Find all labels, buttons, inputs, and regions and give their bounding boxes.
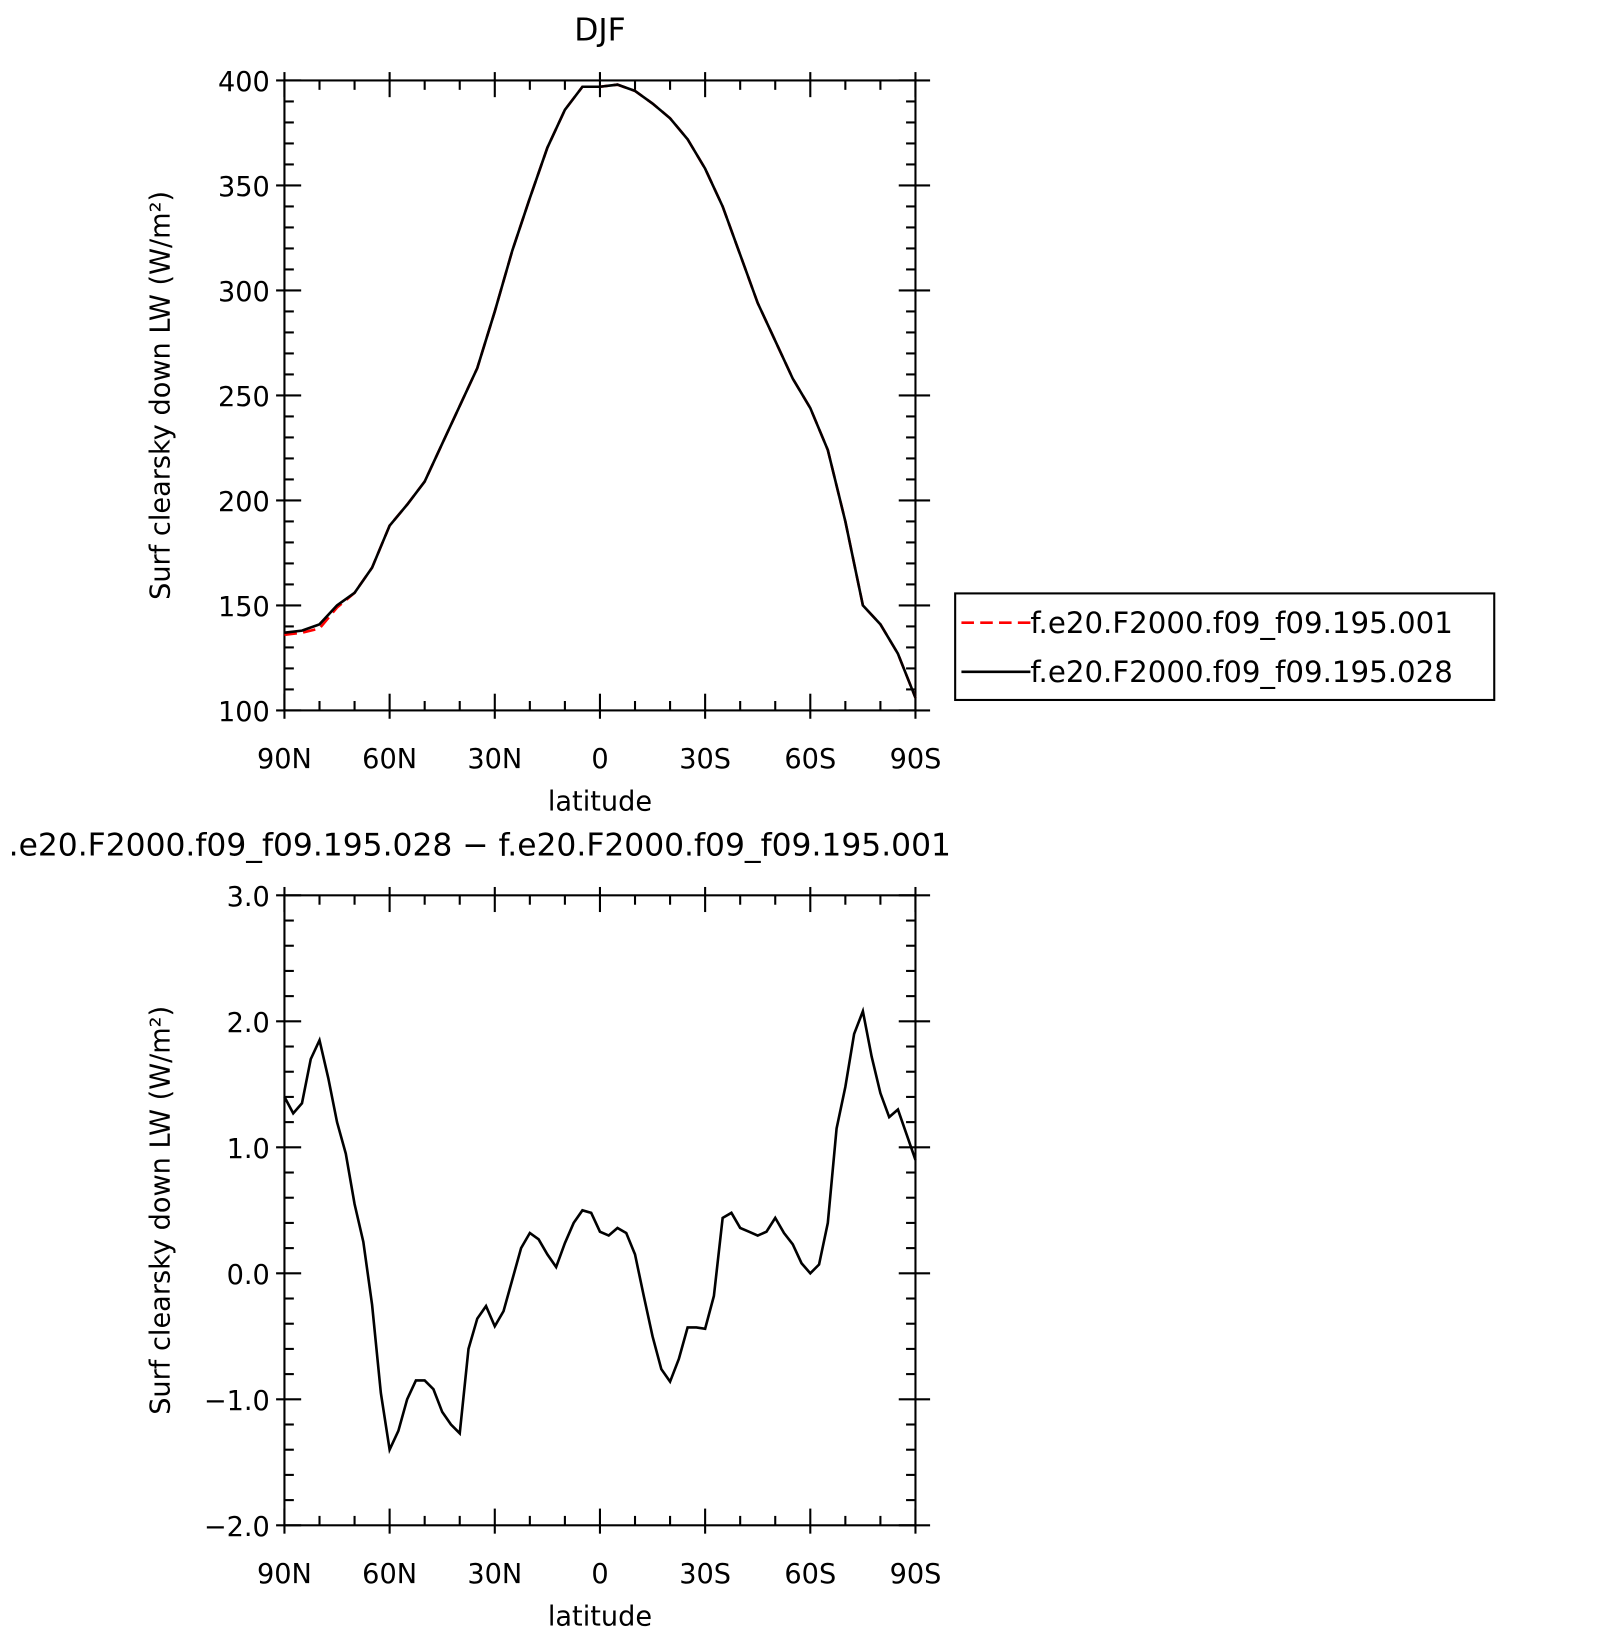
y-tick-label: 400 [218, 67, 270, 98]
data-line [283, 1006, 917, 1455]
x-tick-label: 90S [890, 1559, 942, 1590]
x-axis-label: latitude [548, 1602, 652, 1633]
y-tick-label: 1.0 [227, 1134, 270, 1165]
y-tick-label: −2.0 [204, 1512, 270, 1543]
data-line [284, 83, 917, 699]
x-axis-label: latitude [548, 787, 652, 818]
x-tick-label: 90N [257, 744, 312, 775]
plot-frame [283, 894, 917, 1527]
x-tick-label: 0 [591, 744, 608, 775]
x-tick-label: 30N [467, 744, 522, 775]
x-tick-label: 60S [784, 744, 836, 775]
x-tick-label: 30N [467, 1559, 522, 1590]
y-tick-label: 2.0 [227, 1008, 270, 1039]
x-tick-label: 90N [257, 1559, 312, 1590]
y-tick-label: 250 [218, 382, 270, 413]
x-tick-label: 30S [679, 744, 731, 775]
y-tick-label: 300 [218, 277, 270, 308]
x-tick-label: 90S [890, 744, 942, 775]
x-tick-label: 0 [591, 1559, 608, 1590]
legend-label: f.e20.F2000.f09_f09.195.028 [1030, 655, 1452, 689]
x-tick-label: 30S [679, 1559, 731, 1590]
y-tick-label: 0.0 [227, 1260, 270, 1291]
y-tick-label: 200 [218, 487, 270, 518]
y-tick-label: 150 [218, 592, 270, 623]
y-tick-label: 350 [218, 172, 270, 203]
y-tick-label: 100 [218, 697, 270, 728]
legend-label: f.e20.F2000.f09_f09.195.001 [1030, 606, 1452, 640]
data-line [284, 83, 917, 699]
legend-box [954, 592, 1496, 702]
y-tick-label: −1.0 [204, 1386, 270, 1417]
x-tick-label: 60N [362, 744, 417, 775]
plot-frame [283, 79, 917, 712]
y-tick-label: 3.0 [227, 882, 270, 913]
x-tick-label: 60S [784, 1559, 836, 1590]
y-axis-label: Surf clearsky down LW (W/m²) [146, 1006, 177, 1415]
chart-title: .e20.F2000.f09_f09.195.028 − f.e20.F2000… [9, 828, 951, 864]
x-tick-label: 60N [362, 1559, 417, 1590]
chart-title: DJF [574, 13, 625, 49]
y-axis-label: Surf clearsky down LW (W/m²) [146, 191, 177, 600]
